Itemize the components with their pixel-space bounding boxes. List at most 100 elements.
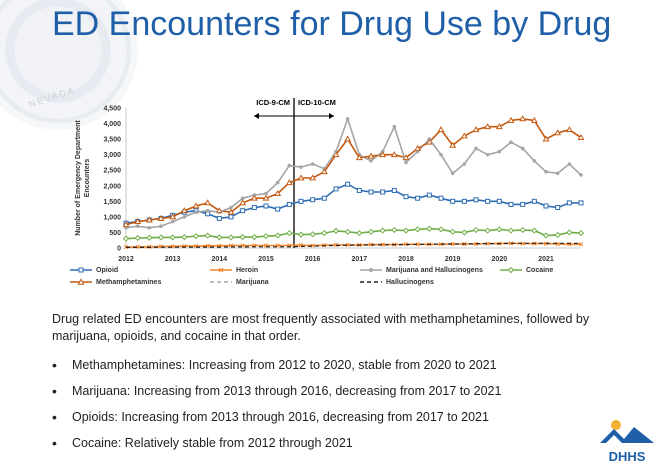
data-point-opioid bbox=[321, 195, 327, 201]
logo-text: DHHS bbox=[609, 449, 646, 464]
data-point-cocaine bbox=[566, 229, 573, 236]
series-line-hallucinogens bbox=[126, 242, 581, 248]
data-point-cocaine bbox=[262, 233, 270, 240]
x-tick-label: 2018 bbox=[398, 256, 414, 263]
annotation-arrow-left-head bbox=[254, 113, 259, 119]
data-point-methamphetamines bbox=[134, 217, 142, 224]
data-point-methamphetamines bbox=[274, 189, 282, 196]
data-point-heroin bbox=[578, 242, 584, 247]
legend-label: Hallucinogens bbox=[386, 278, 434, 286]
data-point-opioid bbox=[263, 203, 269, 209]
data-point-opioid bbox=[380, 189, 386, 195]
data-point-methamphetamines bbox=[145, 216, 153, 223]
data-point-opioid bbox=[298, 198, 304, 204]
legend-label: Heroin bbox=[236, 266, 259, 274]
data-point-cocaine bbox=[484, 227, 491, 234]
data-point-cocaine bbox=[367, 228, 375, 235]
data-point-opioid bbox=[578, 200, 584, 206]
data-point-cocaine bbox=[286, 229, 293, 237]
data-point-cocaine bbox=[344, 228, 351, 235]
annotation-icd9: ICD-9-CM bbox=[256, 98, 290, 107]
data-point-cocaine bbox=[472, 226, 480, 234]
data-point-opioid bbox=[275, 206, 281, 212]
x-tick-label: 2021 bbox=[538, 256, 554, 263]
data-point-opioid bbox=[508, 201, 514, 207]
data-point-heroin bbox=[345, 242, 350, 248]
chart-legend: Opioid Heroin Marijuana and Hallucinogens C… bbox=[70, 266, 590, 294]
data-point-methamphetamines bbox=[460, 132, 468, 139]
data-point-methamphetamines bbox=[344, 135, 352, 142]
data-point-cocaine bbox=[449, 228, 456, 235]
data-point-opioid bbox=[531, 198, 537, 204]
data-point-opioid bbox=[485, 198, 491, 204]
data-point-heroin bbox=[520, 241, 525, 246]
bullet-opioids: Opioids: Increasing from 2013 through 20… bbox=[52, 404, 501, 430]
data-point-cocaine bbox=[426, 225, 433, 232]
legend-label: Methamphetamines bbox=[96, 278, 162, 286]
data-point-heroin bbox=[415, 242, 420, 247]
bullet-methamphetamines: Methamphetamines: Increasing from 2012 t… bbox=[52, 352, 501, 378]
y-axis-label: Number of Emergency Department Encounters bbox=[75, 120, 91, 236]
data-point-methamphetamines bbox=[495, 123, 503, 130]
legend-item-marijuana-and-hallucinogens: Marijuana and Hallucinogens bbox=[360, 266, 483, 274]
data-point-cocaine bbox=[577, 229, 585, 237]
x-tick-label: 2012 bbox=[118, 256, 134, 263]
y-tick-label: 3,000 bbox=[103, 152, 121, 159]
data-point-methamphetamines bbox=[239, 199, 247, 206]
x-tick-label: 2017 bbox=[352, 256, 368, 263]
data-point-cocaine bbox=[379, 227, 386, 234]
data-point-opioid bbox=[555, 205, 561, 211]
data-point-methamphetamines bbox=[507, 116, 515, 123]
data-point-opioid bbox=[461, 198, 467, 204]
data-point-methamphetamines bbox=[530, 116, 538, 123]
annotation-icd10: ICD-10-CM bbox=[298, 98, 336, 107]
summary-text: Drug related ED encounters are most freq… bbox=[52, 312, 590, 343]
data-point-cocaine bbox=[321, 229, 328, 237]
data-point-cocaine bbox=[554, 231, 561, 239]
legend-label: Opioid bbox=[96, 266, 119, 274]
legend-label: Marijuana and Hallucinogens bbox=[386, 266, 483, 274]
data-point-methamphetamines bbox=[367, 152, 375, 159]
data-point-opioid bbox=[391, 187, 397, 193]
data-point-methamphetamines bbox=[180, 207, 188, 214]
x-tick-label: 2014 bbox=[212, 256, 228, 263]
data-point-cocaine bbox=[274, 232, 281, 239]
data-point-cocaine bbox=[542, 232, 550, 239]
data-point-cocaine bbox=[169, 234, 176, 241]
data-point-cocaine bbox=[134, 234, 141, 242]
data-point-heroin bbox=[380, 242, 385, 247]
data-point-methamphetamines bbox=[204, 199, 212, 206]
legend-swatch bbox=[360, 281, 382, 283]
legend-swatch bbox=[500, 266, 522, 274]
data-point-methamphetamines bbox=[122, 221, 130, 228]
x-tick-label: 2019 bbox=[445, 256, 461, 263]
dhhs-logo-icon: DHHS bbox=[600, 420, 654, 464]
data-point-opioid bbox=[496, 198, 502, 204]
data-point-cocaine bbox=[181, 234, 188, 241]
data-point-opioid bbox=[473, 197, 479, 203]
data-point-methamphetamines bbox=[542, 135, 550, 142]
data-point-methamphetamines bbox=[449, 141, 457, 148]
data-point-marijuana-and-hallucinogens bbox=[392, 124, 397, 129]
legend-item-hallucinogens: Hallucinogens bbox=[360, 278, 434, 286]
bullet-cocaine: Cocaine: Relatively stable from 2012 thr… bbox=[52, 430, 501, 456]
y-tick-label: 3,500 bbox=[103, 137, 121, 144]
data-point-cocaine bbox=[531, 227, 538, 234]
y-tick-label: 2,500 bbox=[103, 168, 121, 175]
y-tick-label: 500 bbox=[109, 230, 121, 237]
data-point-methamphetamines bbox=[355, 154, 363, 161]
drug-ed-encounters-chart: 0 500 1,000 1,500 2,000 2,500 3,000 3,500 4,000 4… bbox=[75, 98, 585, 263]
legend-item-heroin: Heroin bbox=[210, 266, 258, 274]
y-tick-label: 1,000 bbox=[103, 214, 121, 221]
legend-swatch bbox=[70, 267, 92, 273]
data-point-marijuana-and-hallucinogens bbox=[555, 171, 560, 176]
data-point-cocaine bbox=[157, 234, 165, 241]
data-point-heroin bbox=[333, 242, 339, 248]
bullet-marijuana: Marijuana: Increasing from 2013 through … bbox=[52, 378, 501, 404]
data-point-methamphetamines bbox=[414, 144, 422, 151]
series-line-marijuana bbox=[125, 117, 582, 229]
data-point-cocaine bbox=[356, 229, 363, 237]
data-point-opioid bbox=[438, 195, 444, 201]
data-point-methamphetamines bbox=[157, 214, 165, 221]
data-point-opioid bbox=[216, 215, 222, 221]
